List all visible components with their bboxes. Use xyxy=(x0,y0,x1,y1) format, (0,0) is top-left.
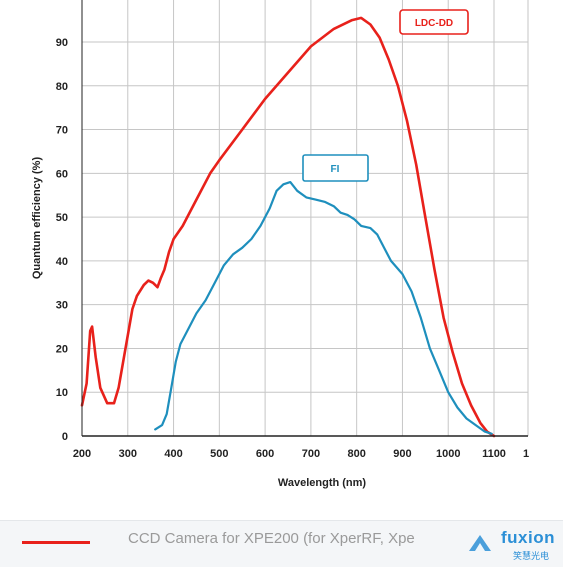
x-tick-label-400: 400 xyxy=(164,448,182,460)
annotation-ldc-dd-label: LDC-DD xyxy=(415,18,453,29)
series xyxy=(80,16,496,438)
chart-area: 200 300 400 500 600 700 800 900 1000 1100 1 0 10 20 30… xyxy=(31,0,529,489)
annotation-ldc-dd-box xyxy=(399,9,469,35)
series-line-ldc-dd xyxy=(80,16,496,438)
axes xyxy=(81,0,528,437)
annotation-fi-label: FI xyxy=(331,164,340,175)
y-tick-label-0: 0 xyxy=(62,431,68,443)
x-tick-label-800: 800 xyxy=(347,448,365,460)
x-tick-label-1000: 1000 xyxy=(436,448,460,460)
x-tick-label-1100: 1100 xyxy=(482,448,506,460)
x-tick-label-900: 900 xyxy=(393,448,411,460)
y-tick-label-40: 40 xyxy=(56,256,68,268)
x-tick-label-200: 200 xyxy=(73,448,91,460)
annotation-fi: FI xyxy=(302,154,369,182)
y-tick-label-10: 10 xyxy=(56,387,68,399)
annotation-ldc-dd: LDC-DD xyxy=(399,9,469,35)
series-line-fi xyxy=(154,181,493,435)
y-axis-title: Quantum efficiency (%) xyxy=(31,157,43,280)
y-tick-label-90: 90 xyxy=(56,37,68,49)
brand-subtitle: 笑慧光电 xyxy=(512,552,549,562)
brand-name: fuxion xyxy=(501,528,555,547)
brand-mark-icon xyxy=(469,535,491,551)
x-tick-label-1: 1 xyxy=(523,448,529,460)
legend-line-swatch xyxy=(22,541,90,544)
y-tick-label-60: 60 xyxy=(56,168,68,180)
y-tick-label-30: 30 xyxy=(56,300,68,312)
y-tick-label-80: 80 xyxy=(56,81,68,93)
x-tick-label-300: 300 xyxy=(119,448,137,460)
x-tick-label-500: 500 xyxy=(210,448,228,460)
grid xyxy=(81,0,529,436)
y-tick-label-50: 50 xyxy=(56,212,68,224)
brand-logo: fuxion 笑慧光电 xyxy=(467,525,555,565)
legend-caption: CCD Camera for XPE200 (for XperRF, Xpe xyxy=(128,530,415,547)
x-tick-label-600: 600 xyxy=(256,448,274,460)
x-axis-title: Wavelength (nm) xyxy=(278,477,367,489)
tick-labels: 200 300 400 500 600 700 800 900 1000 1100 10102030… xyxy=(56,37,529,460)
y-tick-label-70: 70 xyxy=(56,125,68,137)
x-tick-label-700: 700 xyxy=(302,448,320,460)
y-tick-label-20: 20 xyxy=(56,343,68,355)
annotation-fi-box xyxy=(302,154,369,182)
legend-footer: CCD Camera for XPE200 (for XperRF, Xpe f… xyxy=(0,520,563,567)
qe-chart: 200 300 400 500 600 700 800 900 1000 1100 10102030… xyxy=(31,0,529,489)
